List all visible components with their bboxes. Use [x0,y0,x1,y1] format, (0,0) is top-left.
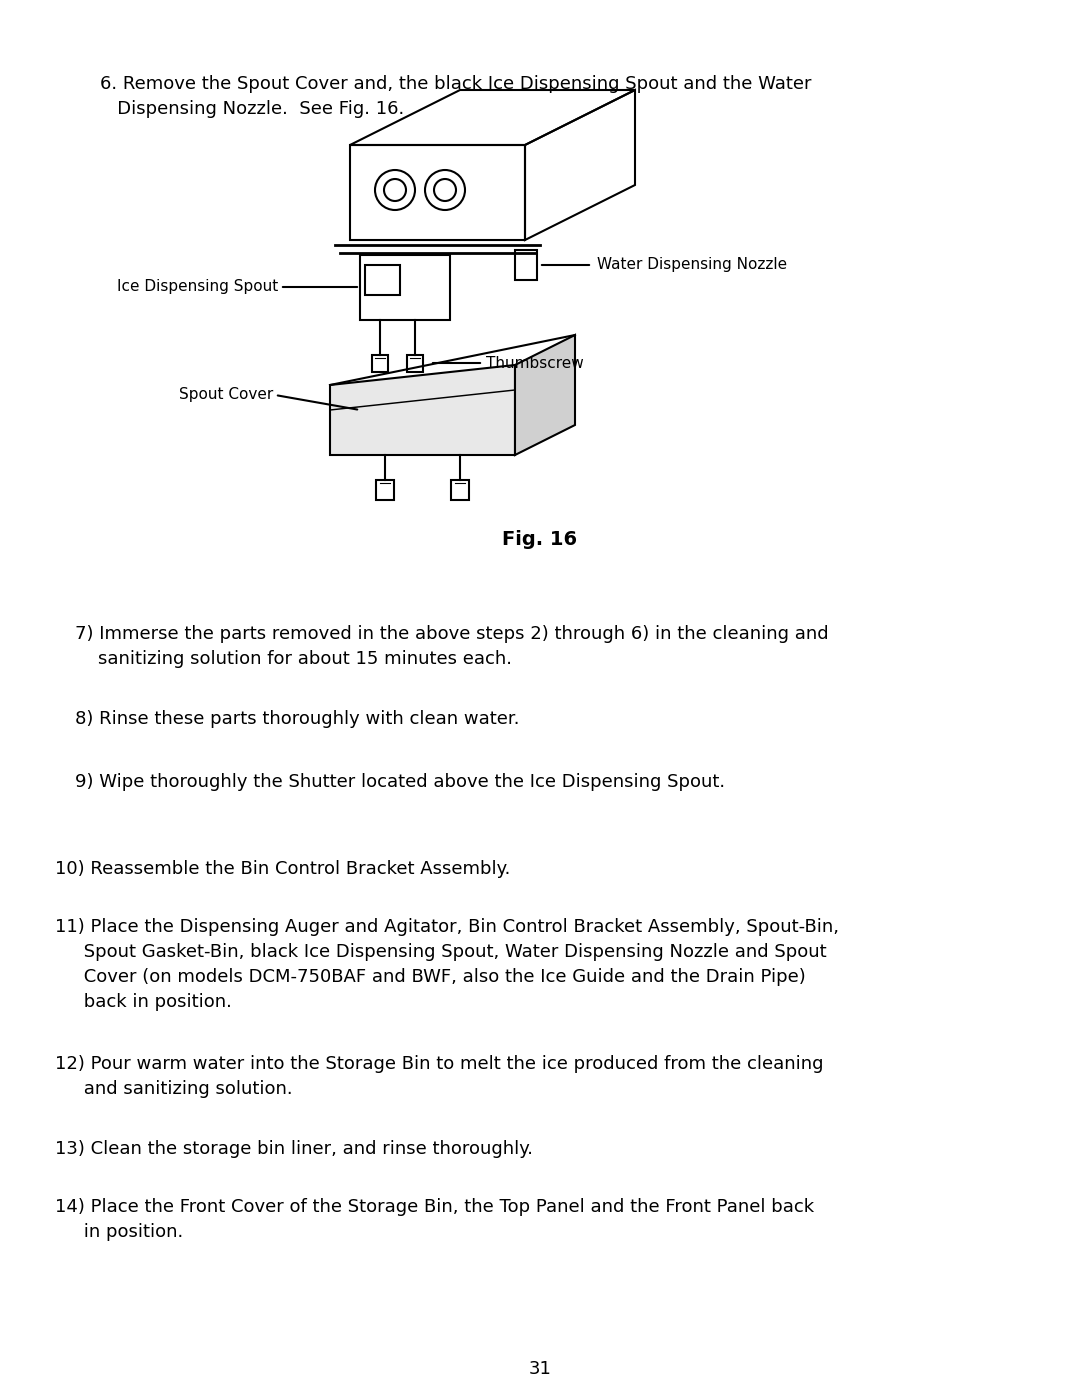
Polygon shape [376,481,394,500]
Text: Water Dispensing Nozzle: Water Dispensing Nozzle [597,257,787,272]
Text: Ice Dispensing Spout: Ice Dispensing Spout [117,279,278,295]
Text: 6. Remove the Spout Cover and, the black Ice Dispensing Spout and the Water
   D: 6. Remove the Spout Cover and, the black… [100,75,811,117]
Polygon shape [372,355,388,372]
Text: 12) Pour warm water into the Storage Bin to melt the ice produced from the clean: 12) Pour warm water into the Storage Bin… [55,1055,824,1098]
Polygon shape [330,365,515,455]
Text: Fig. 16: Fig. 16 [502,529,578,549]
Text: 7) Immerse the parts removed in the above steps 2) through 6) in the cleaning an: 7) Immerse the parts removed in the abov… [75,624,828,668]
Text: 14) Place the Front Cover of the Storage Bin, the Top Panel and the Front Panel : 14) Place the Front Cover of the Storage… [55,1199,814,1241]
Text: Spout Cover: Spout Cover [179,387,273,402]
Text: 13) Clean the storage bin liner, and rinse thoroughly.: 13) Clean the storage bin liner, and rin… [55,1140,534,1158]
Text: Thumbscrew: Thumbscrew [486,355,584,370]
Text: 11) Place the Dispensing Auger and Agitator, Bin Control Bracket Assembly, Spout: 11) Place the Dispensing Auger and Agita… [55,918,839,1011]
Text: 9) Wipe thoroughly the Shutter located above the Ice Dispensing Spout.: 9) Wipe thoroughly the Shutter located a… [75,773,725,791]
Text: 8) Rinse these parts thoroughly with clean water.: 8) Rinse these parts thoroughly with cle… [75,710,519,728]
Polygon shape [451,481,469,500]
Polygon shape [515,250,537,279]
Polygon shape [407,355,423,372]
Polygon shape [515,335,575,455]
Polygon shape [360,256,450,320]
Text: 31: 31 [528,1361,552,1377]
Text: 10) Reassemble the Bin Control Bracket Assembly.: 10) Reassemble the Bin Control Bracket A… [55,861,511,877]
